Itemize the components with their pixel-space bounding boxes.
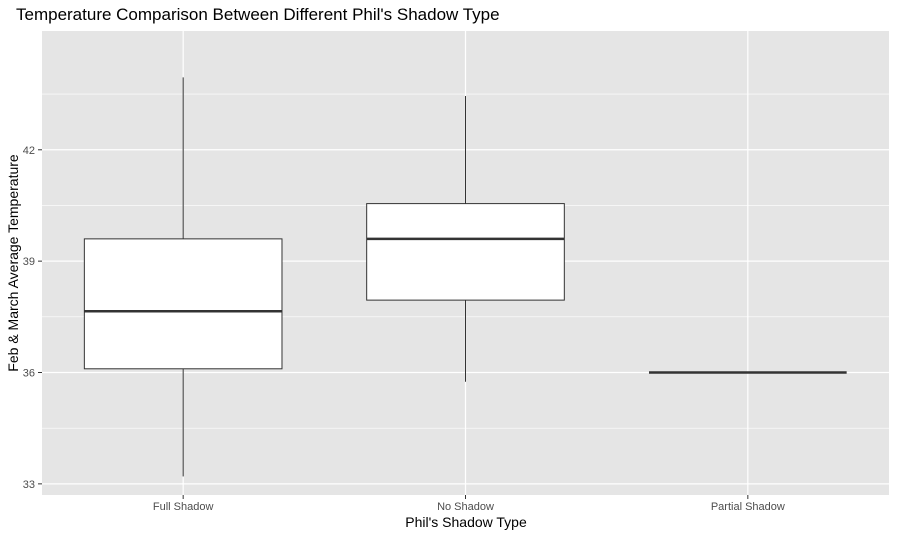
box-no-shadow bbox=[366, 95, 565, 382]
y-tick-label: 42 bbox=[23, 145, 35, 157]
y-tick-label: 39 bbox=[23, 256, 35, 268]
y-axis: 33 36 39 42 bbox=[23, 145, 42, 491]
x-tick-label: No Shadow bbox=[437, 501, 494, 513]
x-axis-title: Phil's Shadow Type bbox=[405, 514, 527, 530]
y-tick-label: 36 bbox=[23, 368, 35, 380]
box-full-shadow bbox=[83, 77, 283, 477]
box-series bbox=[83, 77, 847, 477]
chart-title: Temperature Comparison Between Different… bbox=[16, 5, 500, 24]
y-axis-title: Feb & March Average Temperature bbox=[5, 154, 21, 372]
box-iqr bbox=[83, 238, 283, 370]
x-tick-label: Partial Shadow bbox=[711, 501, 785, 513]
box-iqr bbox=[366, 203, 565, 301]
x-axis: Full Shadow No Shadow Partial Shadow bbox=[153, 495, 785, 513]
x-tick-label: Full Shadow bbox=[153, 501, 214, 513]
y-tick-label: 33 bbox=[23, 479, 35, 491]
